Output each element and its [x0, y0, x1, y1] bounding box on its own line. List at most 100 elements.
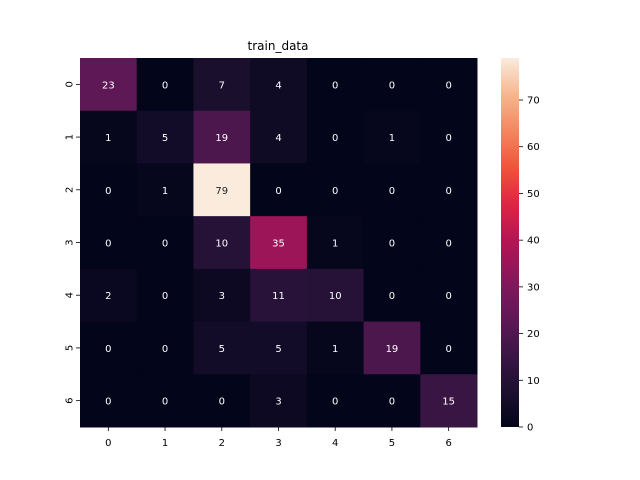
- cell-value-label: 0: [389, 186, 395, 197]
- cell-value-label: 10: [329, 291, 342, 302]
- heatmap-cell: [306, 321, 365, 375]
- heatmap-cell: [193, 110, 251, 164]
- cell-value-label: 35: [272, 239, 285, 250]
- chart-title: train_data: [248, 39, 309, 53]
- heatmap-cell: [363, 163, 421, 217]
- heatmap-cell: [363, 268, 421, 323]
- cell-value-label: 79: [215, 186, 228, 197]
- colorbar-tick-label: 50: [527, 189, 540, 200]
- cell-value-label: 1: [389, 133, 395, 144]
- heatmap-cell: [306, 110, 365, 164]
- cell-value-label: 0: [162, 344, 168, 355]
- y-tick-label: 6: [65, 397, 76, 403]
- heatmap-cell: [420, 163, 478, 217]
- y-tick-label: 5: [65, 345, 76, 351]
- heatmap-cell: [136, 374, 194, 428]
- cell-value-label: 15: [442, 397, 455, 408]
- heatmap-cell: [306, 374, 365, 428]
- cell-value-label: 0: [332, 80, 338, 91]
- heatmap-cell: [420, 321, 478, 375]
- heatmap-cell: [363, 216, 421, 270]
- y-tick-label: 3: [65, 239, 76, 245]
- colorbar-tick-label: 20: [527, 329, 540, 340]
- y-tick-label: 2: [65, 187, 76, 193]
- heatmap-cell: [80, 321, 138, 375]
- x-axis: 0 1 2 3 4 5 6: [105, 427, 452, 449]
- cell-value-label: 0: [332, 186, 338, 197]
- heatmap-cell: [420, 58, 478, 112]
- heatmap-cell: [250, 163, 308, 217]
- colorbar: 0 10 20 30 40 50 60 70: [501, 58, 540, 434]
- heatmap-cell: [136, 110, 194, 164]
- heatmap-cell: [136, 216, 194, 270]
- cell-value-label: 10: [215, 239, 228, 250]
- cell-value-label: 0: [389, 239, 395, 250]
- colorbar-tick-label: 30: [527, 282, 540, 293]
- cell-value-label: 3: [219, 291, 225, 302]
- cell-value-label: 11: [272, 291, 285, 302]
- heatmap-cell: [136, 321, 194, 375]
- cell-value-label: 2: [105, 291, 111, 302]
- cell-value-label: 0: [445, 133, 451, 144]
- heatmap-cell: [193, 321, 251, 375]
- colorbar-gradient: [501, 58, 519, 427]
- cell-value-label: 0: [445, 80, 451, 91]
- cell-value-label: 0: [105, 239, 111, 250]
- heatmap-cell: [80, 110, 138, 164]
- cell-value-label: 0: [445, 239, 451, 250]
- heatmap-cell: [193, 216, 251, 270]
- heatmap-cell: [193, 374, 251, 428]
- cell-value-label: 0: [162, 291, 168, 302]
- cell-value-label: 1: [162, 186, 168, 197]
- heatmap-cell: [363, 110, 421, 164]
- heatmap-cell: [250, 321, 308, 375]
- heatmap-cell: [136, 163, 194, 217]
- heatmap-cell: [80, 374, 138, 428]
- heatmap-cell: [136, 58, 194, 112]
- heatmap-cell: [80, 163, 138, 217]
- cell-value-label: 19: [215, 133, 228, 144]
- cell-value-label: 0: [162, 397, 168, 408]
- heatmap-cell: [420, 374, 478, 428]
- cell-value-label: 23: [102, 80, 115, 91]
- cell-value-label: 0: [275, 186, 281, 197]
- cell-value-label: 5: [162, 133, 168, 144]
- cell-value-label: 0: [389, 80, 395, 91]
- heatmap-cell: [306, 163, 365, 217]
- cell-value-label: 3: [275, 397, 281, 408]
- x-tick-label: 1: [162, 438, 168, 449]
- heatmap-cell: [250, 268, 308, 323]
- cell-value-label: 0: [162, 239, 168, 250]
- y-tick-label: 0: [65, 81, 76, 87]
- heatmap-cell: [420, 268, 478, 323]
- cell-value-label: 1: [105, 133, 111, 144]
- heatmap-cell: [193, 58, 251, 112]
- cell-value-label: 0: [162, 80, 168, 91]
- cell-value-label: 4: [275, 80, 281, 91]
- cell-value-label: 0: [445, 186, 451, 197]
- colorbar-tick-label: 60: [527, 142, 540, 153]
- x-tick-label: 5: [389, 438, 395, 449]
- heatmap-cell: [250, 374, 308, 428]
- x-tick-label: 3: [275, 438, 281, 449]
- heatmap-cell: [306, 268, 365, 323]
- heatmap-cell: [420, 216, 478, 270]
- heatmap-cell: [363, 321, 421, 375]
- x-tick-label: 2: [219, 438, 225, 449]
- cell-value-label: 1: [332, 239, 338, 250]
- cell-value-label: 0: [219, 397, 225, 408]
- heatmap-cell: [193, 163, 251, 217]
- colorbar-tick-label: 0: [527, 423, 533, 434]
- cell-value-label: 19: [386, 344, 399, 355]
- cell-value-label: 4: [275, 133, 281, 144]
- cell-value-label: 0: [389, 291, 395, 302]
- x-tick-label: 0: [105, 438, 111, 449]
- y-tick-label: 4: [65, 292, 76, 298]
- cell-value-label: 7: [219, 80, 225, 91]
- cell-value-label: 0: [445, 291, 451, 302]
- cell-value-label: 0: [105, 344, 111, 355]
- cell-value-label: 5: [275, 344, 281, 355]
- cell-value-label: 0: [105, 186, 111, 197]
- heatmap-cell: [363, 374, 421, 428]
- x-tick-label: 6: [445, 438, 451, 449]
